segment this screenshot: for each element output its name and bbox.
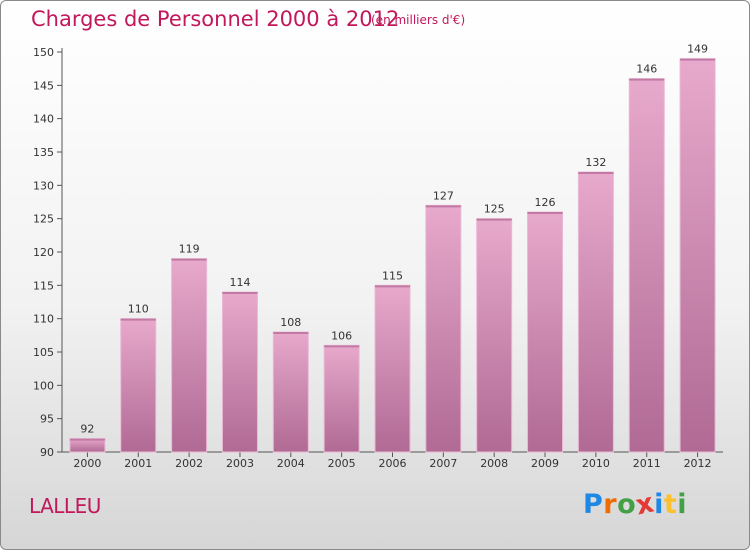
bar-2006 xyxy=(374,284,411,453)
x-tick-label-2010: 2010 xyxy=(582,457,610,470)
x-tick-label-2001: 2001 xyxy=(124,457,152,470)
x-tick-label-2006: 2006 xyxy=(379,457,407,470)
value-label-2012: 149 xyxy=(687,43,708,56)
value-label-2007: 127 xyxy=(433,189,454,202)
value-label-2002: 119 xyxy=(179,243,200,256)
y-tick-label: 130 xyxy=(33,179,54,192)
x-tick-label-2007: 2007 xyxy=(429,457,457,470)
bar-2008 xyxy=(476,218,513,453)
y-tick-label: 145 xyxy=(33,79,54,92)
y-tick-label: 105 xyxy=(33,346,54,359)
bar-2004 xyxy=(272,331,309,453)
logo-letter: i xyxy=(654,489,664,520)
x-tick-label-2003: 2003 xyxy=(226,457,254,470)
bar-2001 xyxy=(120,318,157,453)
y-tick-label: 90 xyxy=(40,446,54,459)
y-tick-label: 135 xyxy=(33,146,54,159)
x-tick-label-2005: 2005 xyxy=(328,457,356,470)
logo-letter: o xyxy=(617,489,637,520)
y-tick-label: 100 xyxy=(33,379,54,392)
value-label-2008: 125 xyxy=(484,203,505,216)
x-tick-label-2002: 2002 xyxy=(175,457,203,470)
value-label-2011: 146 xyxy=(636,63,657,76)
bar-2007 xyxy=(425,204,462,453)
y-tick-label: 125 xyxy=(33,213,54,226)
logo-letter: i xyxy=(677,489,688,520)
value-label-2005: 106 xyxy=(331,329,352,342)
bar-2010 xyxy=(577,171,614,453)
y-tick-label: 120 xyxy=(33,246,54,259)
x-tick-label-2011: 2011 xyxy=(633,457,661,470)
bar-2005 xyxy=(323,344,360,453)
bar-2011 xyxy=(628,78,665,453)
x-tick-label-2000: 2000 xyxy=(73,457,101,470)
value-label-2001: 110 xyxy=(128,303,149,316)
value-label-2009: 126 xyxy=(535,196,556,209)
town-name: LALLEU xyxy=(29,494,101,518)
y-tick-label: 110 xyxy=(33,313,54,326)
value-label-2006: 115 xyxy=(382,269,403,282)
y-tick-label: 150 xyxy=(33,46,54,59)
x-tick-label-2008: 2008 xyxy=(480,457,508,470)
logo-letter: t xyxy=(663,489,678,520)
bar-2009 xyxy=(527,211,564,453)
chart-title: Charges de Personnel 2000 à 2012 xyxy=(31,7,400,31)
y-tick-label: 115 xyxy=(33,279,54,292)
x-tick-label-2004: 2004 xyxy=(277,457,305,470)
value-label-2004: 108 xyxy=(280,316,301,329)
y-tick-label: 140 xyxy=(33,113,54,126)
bar-2012 xyxy=(679,58,716,453)
y-tick-label: 95 xyxy=(40,413,54,426)
value-label-2003: 114 xyxy=(229,276,250,289)
logo-letter: P xyxy=(583,489,604,520)
x-tick-label-2009: 2009 xyxy=(531,457,559,470)
value-label-2000: 92 xyxy=(80,423,94,436)
proxiti-logo[interactable]: Proxiti xyxy=(583,487,688,521)
x-tick-label-2012: 2012 xyxy=(684,457,712,470)
chart-unit: (en milliers d'€) xyxy=(371,13,466,27)
bar-2003 xyxy=(221,291,258,453)
logo-letter: r xyxy=(603,489,618,520)
bar-2002 xyxy=(171,258,208,453)
value-label-2010: 132 xyxy=(585,156,606,169)
